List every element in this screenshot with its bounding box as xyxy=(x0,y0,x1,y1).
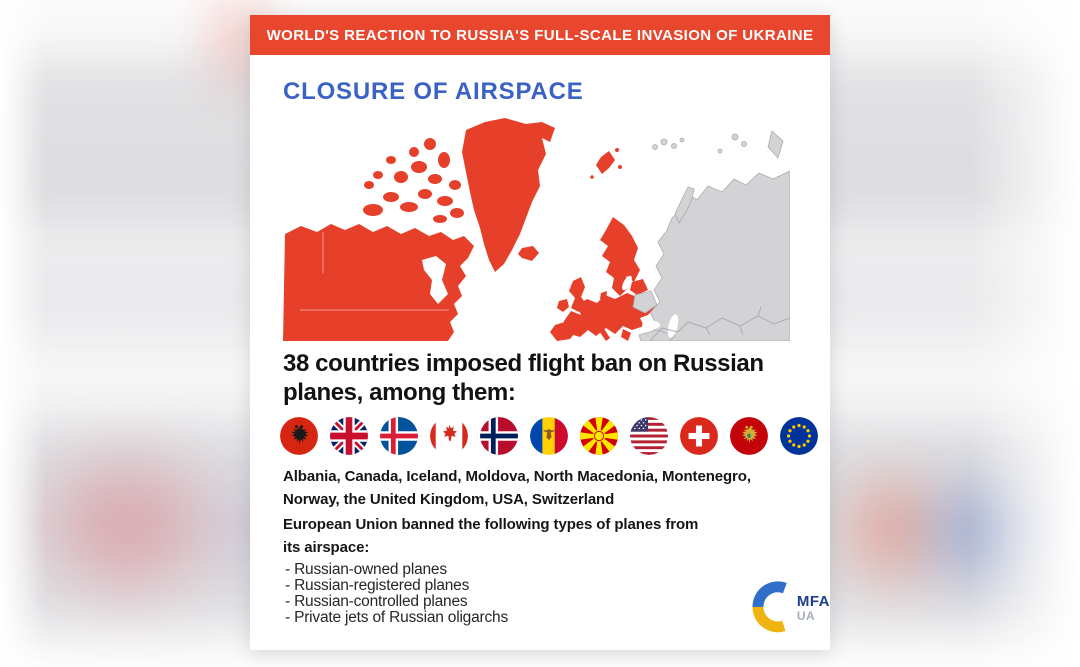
flag-usa-icon xyxy=(630,417,668,455)
country-list-line-2: Norway, the United Kingdom, USA, Switzer… xyxy=(283,491,615,508)
headline: 38 countries imposed flight ban on Russi… xyxy=(283,349,764,407)
map-seas xyxy=(422,256,679,338)
flag-moldova-icon xyxy=(530,417,568,455)
flag-norway-icon xyxy=(480,417,518,455)
headline-line-2: planes, among them: xyxy=(283,379,516,406)
infographic-card: WORLD'S REACTION TO RUSSIA'S FULL-SCALE … xyxy=(250,15,830,650)
flag-eu-icon xyxy=(780,417,818,455)
flag-uk-icon xyxy=(330,417,368,455)
flag-canada-icon xyxy=(430,417,468,455)
flag-switzerland-icon xyxy=(680,417,718,455)
eu-ban-statement: European Union banned the following type… xyxy=(283,513,698,559)
map-gray-overlays xyxy=(632,290,676,342)
mfa-ua-logo: MFA UA xyxy=(750,573,830,647)
world-map-graphic xyxy=(283,118,791,342)
page-title: CLOSURE OF AIRSPACE xyxy=(283,78,584,105)
bg-blur-pink-blob xyxy=(15,430,240,620)
flag-albania-icon xyxy=(280,417,318,455)
map-borders xyxy=(300,232,791,342)
country-list: Albania, Canada, Iceland, Moldova, North… xyxy=(283,465,751,511)
list-item: - Russian-controlled planes xyxy=(285,593,468,610)
flag-iceland-icon xyxy=(380,417,418,455)
list-item: - Russian-registered planes xyxy=(285,577,470,594)
map-red-landmass xyxy=(283,118,655,341)
logo-labels: MFA UA xyxy=(797,593,830,647)
logo-country-text: UA xyxy=(796,609,816,623)
mfa-crescent-icon xyxy=(752,581,787,633)
flag-montenegro-icon xyxy=(730,417,768,455)
flag-row xyxy=(280,417,818,455)
logo-org-text: MFA xyxy=(796,593,830,610)
eu-ban-line-2: its airspace: xyxy=(283,539,370,556)
bg-blur-orange-blob xyxy=(826,455,961,605)
list-item: - Private jets of Russian oligarchs xyxy=(285,609,509,626)
bg-left-fade xyxy=(0,0,45,667)
country-list-line-1: Albania, Canada, Iceland, Moldova, North… xyxy=(283,468,751,485)
banner-text: WORLD'S REACTION TO RUSSIA'S FULL-SCALE … xyxy=(266,26,814,44)
bg-right-fade xyxy=(970,0,1080,667)
airspace-map xyxy=(283,115,791,342)
bg-blur-blue-blob xyxy=(902,460,1052,605)
banner: WORLD'S REACTION TO RUSSIA'S FULL-SCALE … xyxy=(250,15,830,55)
flag-north-macedonia-icon xyxy=(580,417,618,455)
eu-ban-line-1: European Union banned the following type… xyxy=(283,516,699,533)
map-gray-landmass xyxy=(649,130,791,342)
list-item: - Russian-owned planes xyxy=(285,561,447,578)
banned-plane-types-list: - Russian-owned planes - Russian-registe… xyxy=(285,562,508,626)
headline-line-1: 38 countries imposed flight ban on Russi… xyxy=(283,350,764,377)
